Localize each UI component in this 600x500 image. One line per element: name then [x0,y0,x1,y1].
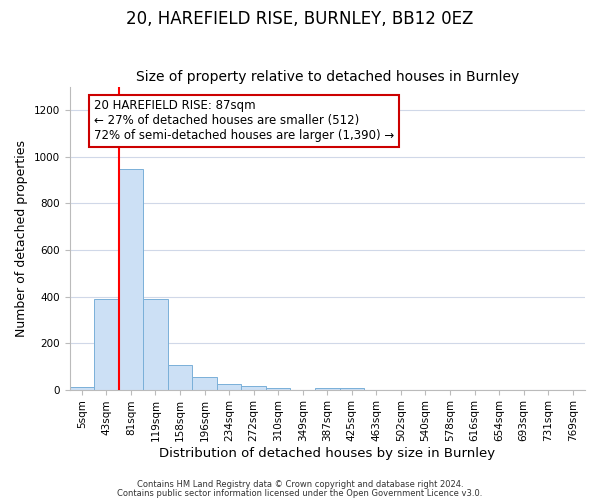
Title: Size of property relative to detached houses in Burnley: Size of property relative to detached ho… [136,70,519,85]
Text: Contains HM Land Registry data © Crown copyright and database right 2024.: Contains HM Land Registry data © Crown c… [137,480,463,489]
Text: 20, HAREFIELD RISE, BURNLEY, BB12 0EZ: 20, HAREFIELD RISE, BURNLEY, BB12 0EZ [127,10,473,28]
Text: 20 HAREFIELD RISE: 87sqm
← 27% of detached houses are smaller (512)
72% of semi-: 20 HAREFIELD RISE: 87sqm ← 27% of detach… [94,100,394,142]
Bar [241,386,266,390]
Text: Contains public sector information licensed under the Open Government Licence v3: Contains public sector information licen… [118,488,482,498]
Bar [315,388,340,390]
Bar [340,388,364,390]
Bar [192,377,217,390]
Bar [94,299,119,390]
Bar [70,388,94,390]
Bar [168,365,192,390]
Bar [266,388,290,390]
Bar [143,299,168,390]
Bar [217,384,241,390]
Y-axis label: Number of detached properties: Number of detached properties [15,140,28,337]
Bar [119,168,143,390]
X-axis label: Distribution of detached houses by size in Burnley: Distribution of detached houses by size … [159,447,496,460]
